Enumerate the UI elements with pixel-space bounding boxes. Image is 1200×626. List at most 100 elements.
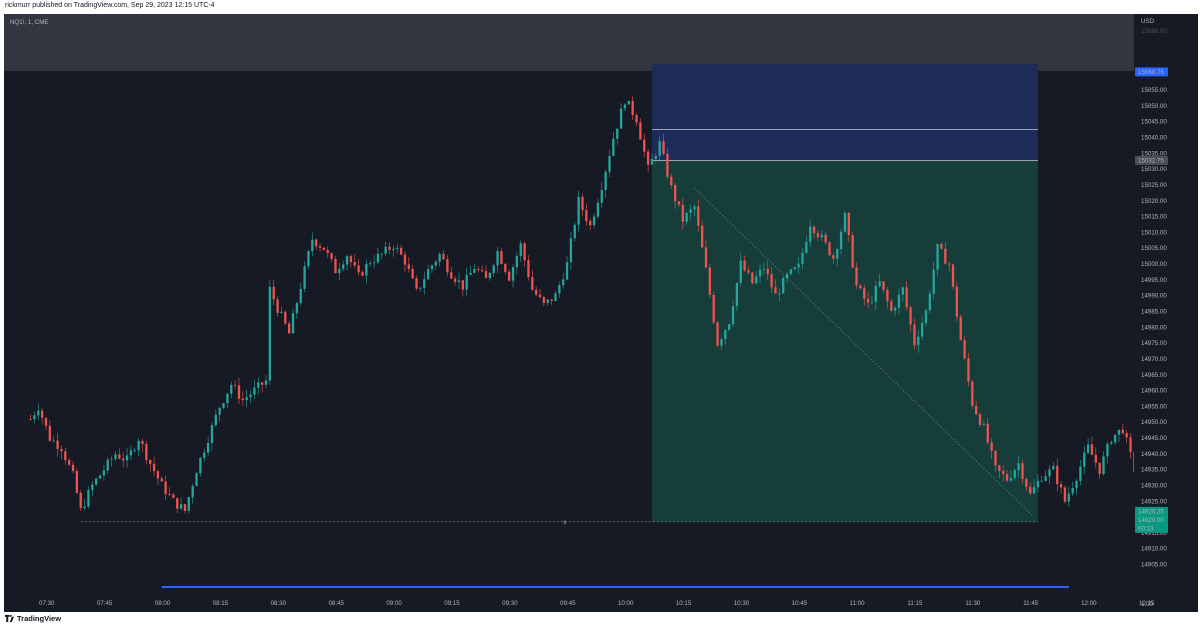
candle-body bbox=[654, 156, 657, 160]
symbol-label: NQ1!, 1, CME bbox=[10, 19, 49, 26]
candle-body bbox=[1005, 474, 1009, 481]
candle-body bbox=[388, 246, 391, 250]
candle-body bbox=[125, 455, 129, 461]
candle-body bbox=[731, 306, 735, 325]
y-tick-label: 14980.00 bbox=[1141, 324, 1167, 331]
countdown-label: 00:13 bbox=[1138, 525, 1154, 532]
candle-body bbox=[1036, 480, 1040, 488]
candle-body bbox=[728, 324, 731, 330]
candle-body bbox=[998, 465, 1001, 472]
candle-body bbox=[1013, 470, 1016, 478]
candle-body bbox=[1117, 429, 1121, 435]
candle-body bbox=[272, 286, 275, 300]
candle-body bbox=[967, 358, 970, 382]
candle-body bbox=[191, 486, 194, 498]
candle-body bbox=[515, 256, 519, 268]
candle-body bbox=[118, 454, 121, 459]
y-tick-label: 14940.00 bbox=[1141, 451, 1167, 458]
candle-body bbox=[64, 451, 67, 461]
candle-body bbox=[585, 210, 588, 222]
y-tick-label: 15005.00 bbox=[1141, 245, 1167, 252]
candle-body bbox=[839, 231, 843, 250]
candle-body bbox=[492, 265, 495, 273]
candle-body bbox=[859, 285, 862, 289]
candle-body bbox=[496, 251, 499, 266]
candle-body bbox=[716, 322, 719, 346]
candle-body bbox=[565, 262, 569, 280]
candle-body bbox=[905, 287, 908, 308]
x-tick-label: 08:15 bbox=[213, 600, 229, 607]
candle-body bbox=[1086, 444, 1090, 453]
candle-body bbox=[110, 459, 113, 460]
candle-body bbox=[345, 256, 349, 265]
candle-body bbox=[106, 459, 109, 471]
candle-body bbox=[1067, 493, 1070, 502]
y-tick-label: 14905.00 bbox=[1141, 562, 1167, 569]
candle-body bbox=[156, 471, 160, 479]
candle-body bbox=[608, 155, 611, 172]
candle-body bbox=[951, 264, 955, 287]
candle-body bbox=[1063, 487, 1067, 502]
candle-body bbox=[990, 442, 993, 451]
candle-body bbox=[98, 475, 102, 479]
candle-body bbox=[1048, 469, 1051, 477]
entry-price-label-bg bbox=[1135, 155, 1168, 165]
candle-body bbox=[1025, 478, 1028, 487]
candle-body bbox=[1129, 437, 1132, 452]
candlestick-chart[interactable]: NQ1!, 1, CME x USD 14905.00 14910.00 14915.00… bbox=[4, 14, 1198, 612]
candle-body bbox=[893, 307, 897, 311]
stop-price-label: 15060.75 bbox=[1138, 69, 1164, 76]
candle-body bbox=[399, 247, 403, 255]
candle-body bbox=[342, 264, 345, 269]
candle-body bbox=[828, 242, 831, 256]
candle-body bbox=[635, 115, 638, 123]
candle-body bbox=[226, 393, 229, 404]
candle-body bbox=[639, 122, 642, 140]
candle-body bbox=[562, 279, 565, 286]
candle-body bbox=[461, 280, 464, 290]
candle-body bbox=[793, 267, 796, 270]
candle-body bbox=[477, 269, 480, 271]
candle-body bbox=[824, 234, 827, 243]
candle-body bbox=[361, 272, 364, 276]
candle-body bbox=[176, 497, 179, 509]
candle-body bbox=[774, 287, 777, 294]
candle-body bbox=[978, 414, 982, 425]
stop-price-label-bg bbox=[1135, 67, 1168, 77]
candle-body bbox=[789, 269, 793, 274]
candle-body bbox=[253, 387, 256, 395]
candle-body bbox=[349, 256, 353, 263]
y-tick-label: 15055.00 bbox=[1141, 87, 1167, 94]
candle-body bbox=[396, 247, 399, 249]
candle-body bbox=[87, 489, 90, 507]
candle-body bbox=[508, 271, 511, 281]
stop-loss-zone[interactable] bbox=[651, 63, 1038, 161]
x-tick-label: 11:30 bbox=[965, 600, 981, 607]
candle-body bbox=[91, 484, 94, 490]
candle-body bbox=[299, 288, 302, 304]
candle-body bbox=[203, 452, 206, 458]
candle-body bbox=[948, 263, 951, 265]
tradingview-logo[interactable]: TradingView bbox=[5, 614, 61, 623]
candle-body bbox=[901, 287, 904, 295]
candle-body bbox=[550, 299, 553, 302]
candle-body bbox=[372, 262, 376, 264]
candle-body bbox=[538, 294, 542, 298]
candle-body bbox=[940, 243, 943, 249]
x-tick-label: 09:00 bbox=[386, 600, 402, 607]
last-price-label-1: 14920.25 bbox=[1138, 509, 1164, 516]
candle-body bbox=[631, 100, 634, 116]
candle-body bbox=[666, 153, 669, 177]
candle-body bbox=[168, 494, 171, 496]
candle-body bbox=[318, 246, 322, 248]
candle-body bbox=[755, 276, 758, 284]
candle-body bbox=[473, 269, 476, 273]
candle-body bbox=[376, 253, 380, 263]
candle-body bbox=[442, 253, 445, 260]
x-tick-label: 12:15 bbox=[1139, 600, 1155, 607]
candle-body bbox=[403, 254, 407, 265]
candle-body bbox=[129, 450, 133, 456]
candle-body bbox=[500, 251, 503, 264]
y-tick-label: 14915.00 bbox=[1141, 530, 1167, 537]
chart-area[interactable]: NQ1!, 1, CME x USD 14905.00 14910.00 14915.00… bbox=[4, 14, 1198, 612]
